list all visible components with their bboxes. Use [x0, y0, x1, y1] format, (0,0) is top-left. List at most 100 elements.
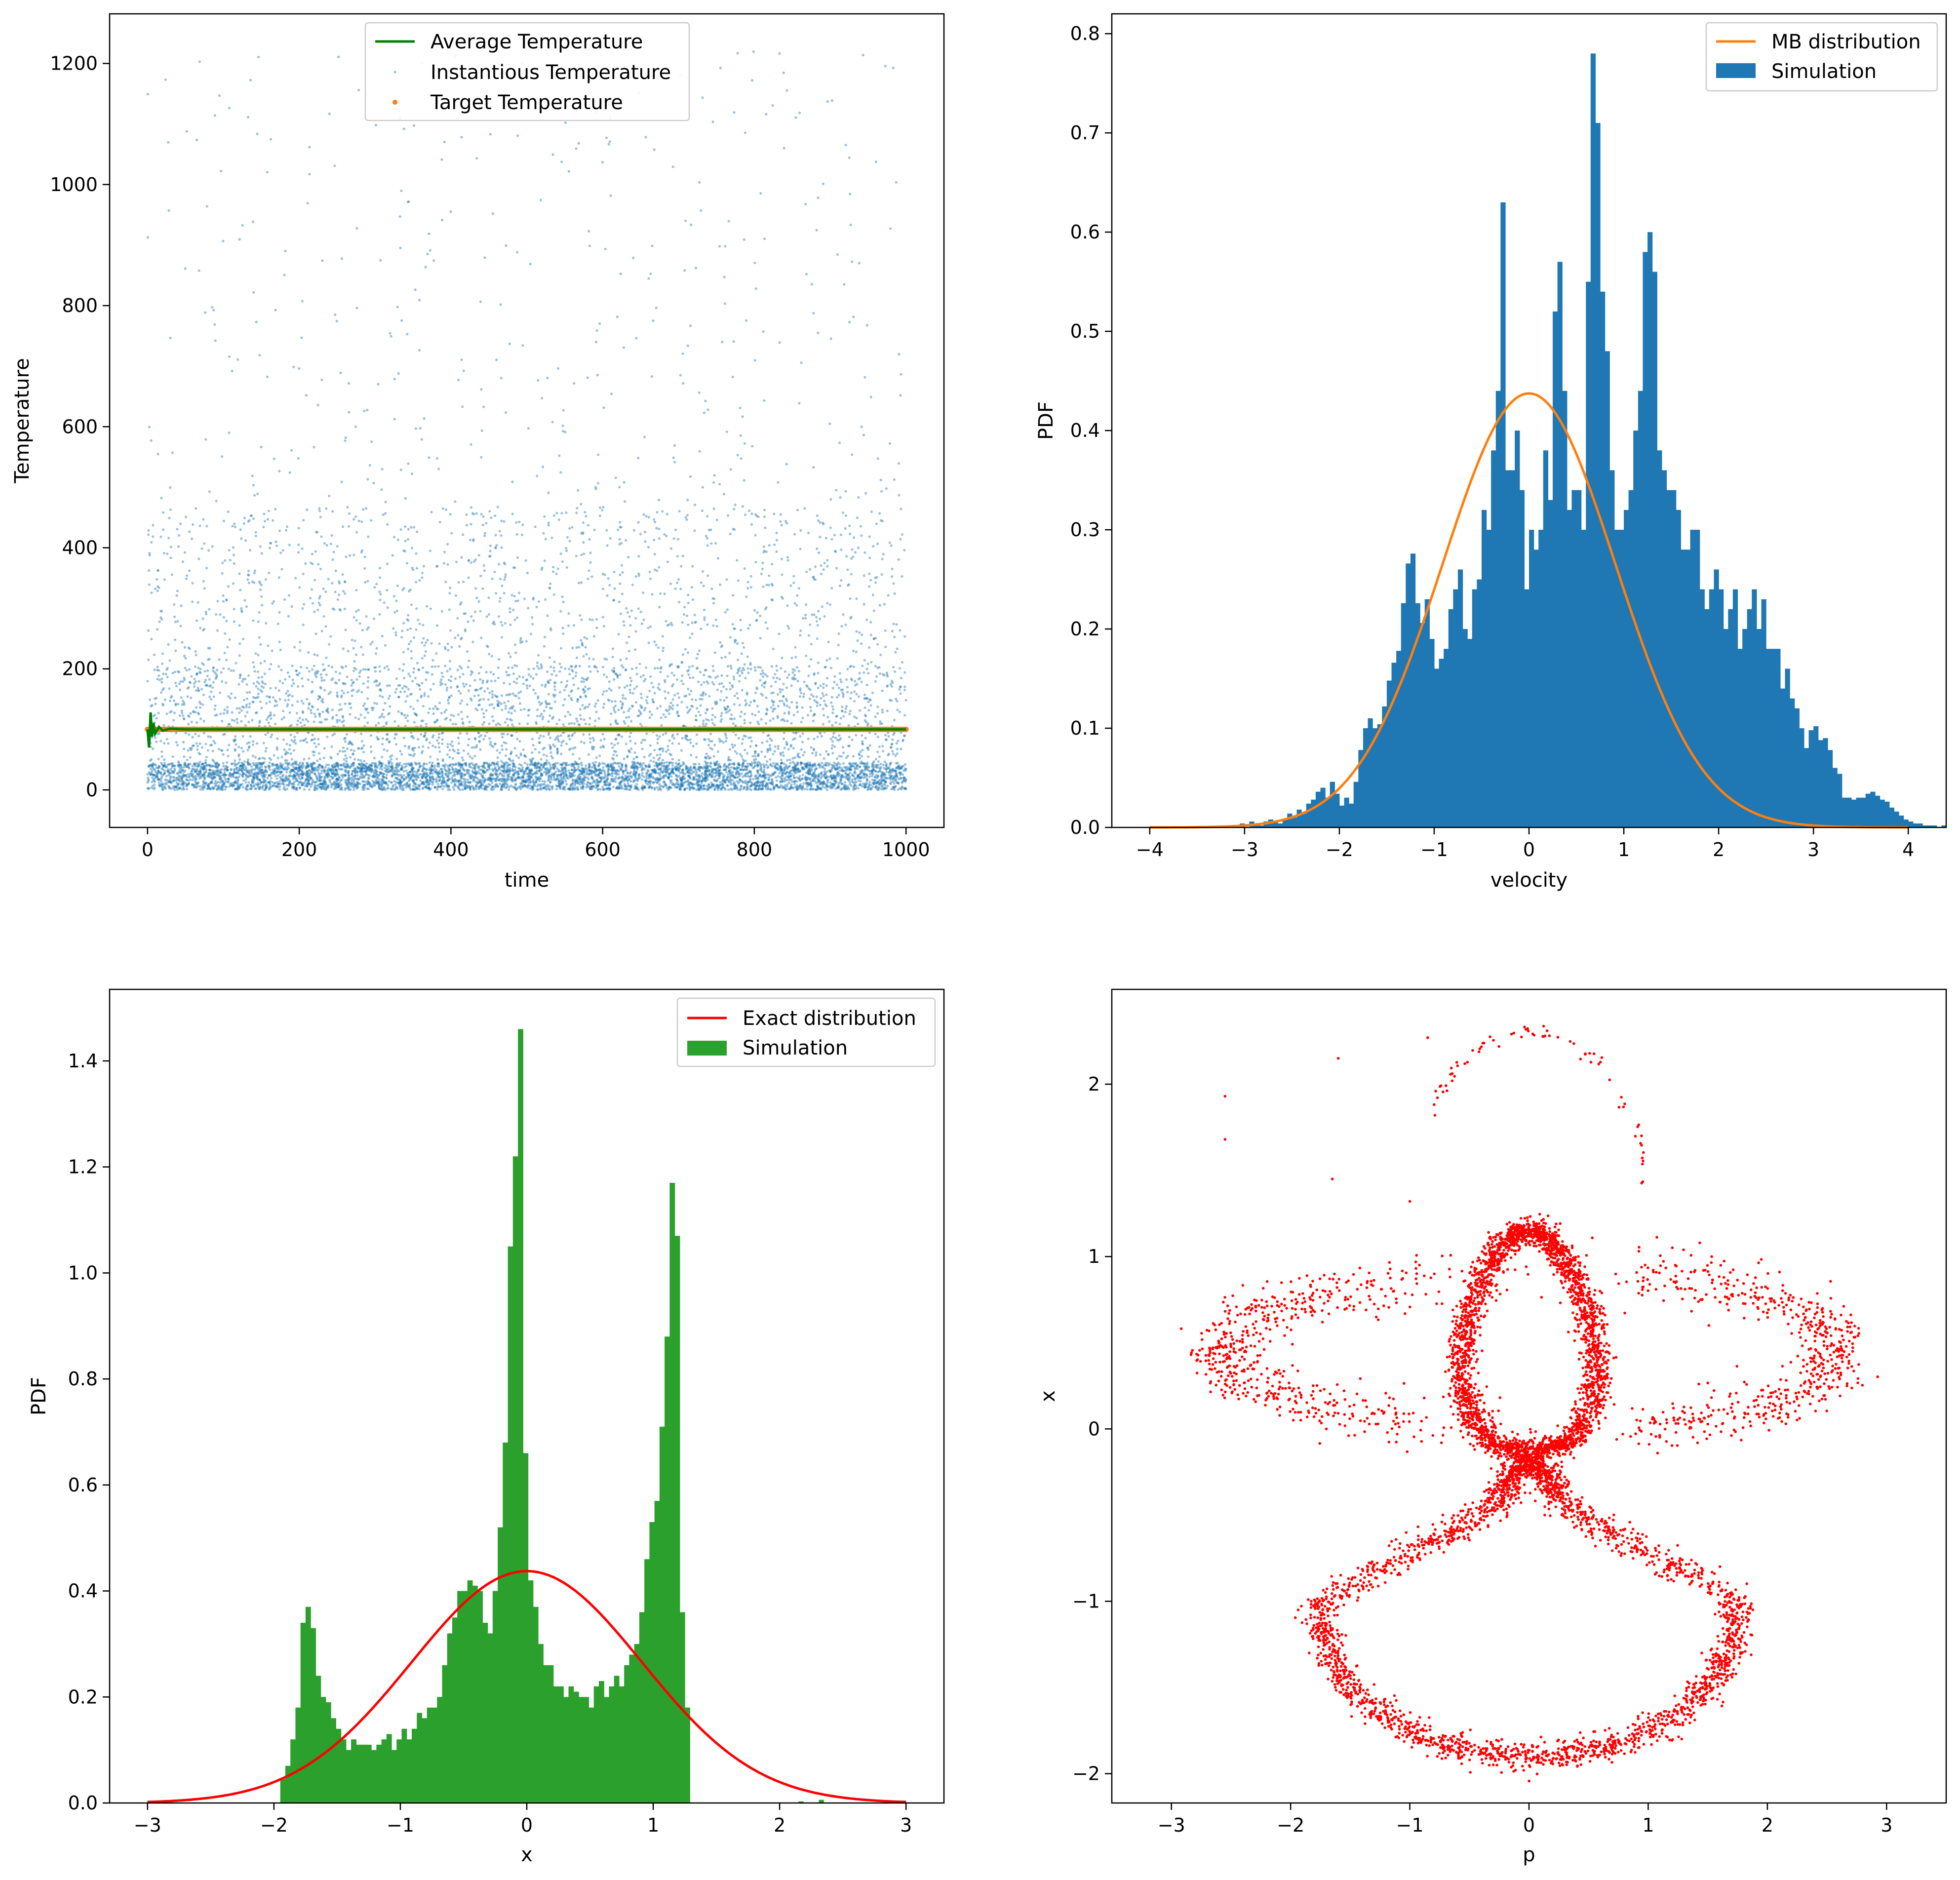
instantaneous-temperature-point	[795, 701, 798, 705]
instantaneous-temperature-point	[497, 676, 500, 679]
instantaneous-temperature-point	[650, 713, 653, 716]
instantaneous-temperature-point	[403, 762, 406, 766]
instantaneous-temperature-point	[781, 597, 784, 600]
instantaneous-temperature-point	[541, 684, 544, 687]
instantaneous-temperature-point	[848, 712, 851, 715]
instantaneous-temperature-point	[367, 787, 370, 790]
instantaneous-temperature-point	[279, 778, 282, 781]
instantaneous-temperature-point	[492, 719, 495, 722]
instantaneous-temperature-point	[457, 689, 460, 693]
instantaneous-temperature-point	[365, 708, 368, 711]
instantaneous-temperature-point	[806, 714, 809, 717]
instantaneous-temperature-point	[514, 651, 517, 654]
instantaneous-temperature-point	[711, 597, 714, 600]
instantaneous-temperature-point	[324, 782, 327, 785]
instantaneous-temperature-point	[464, 783, 467, 786]
instantaneous-temperature-point	[739, 406, 742, 409]
instantaneous-temperature-point	[246, 783, 249, 787]
instantaneous-temperature-point	[578, 763, 581, 766]
instantaneous-temperature-point	[220, 771, 223, 774]
instantaneous-temperature-point	[498, 658, 501, 661]
instantaneous-temperature-point	[469, 787, 472, 790]
instantaneous-temperature-point	[773, 750, 776, 753]
instantaneous-temperature-point	[447, 649, 450, 652]
instantaneous-temperature-point	[513, 643, 517, 646]
instantaneous-temperature-point	[410, 770, 413, 773]
instantaneous-temperature-point	[241, 750, 245, 753]
instantaneous-temperature-point	[579, 707, 582, 711]
instantaneous-temperature-point	[659, 753, 662, 756]
instantaneous-temperature-point	[811, 613, 814, 616]
instantaneous-temperature-point	[473, 610, 477, 614]
instantaneous-temperature-point	[288, 675, 291, 678]
instantaneous-temperature-point	[175, 594, 178, 597]
instantaneous-temperature-point	[669, 786, 672, 789]
instantaneous-temperature-point	[880, 774, 883, 777]
instantaneous-temperature-point	[898, 688, 901, 691]
instantaneous-temperature-point	[708, 695, 711, 698]
instantaneous-temperature-point	[223, 559, 227, 562]
instantaneous-temperature-point	[467, 620, 470, 623]
instantaneous-temperature-point	[536, 785, 539, 788]
instantaneous-temperature-point	[197, 770, 200, 773]
instantaneous-temperature-point	[644, 666, 648, 669]
instantaneous-temperature-point	[583, 771, 586, 774]
instantaneous-temperature-point	[255, 742, 258, 745]
instantaneous-temperature-point	[474, 587, 477, 590]
instantaneous-temperature-point	[582, 733, 585, 736]
instantaneous-temperature-point	[226, 748, 229, 751]
instantaneous-temperature-point	[656, 765, 659, 768]
instantaneous-temperature-point	[775, 550, 778, 553]
instantaneous-temperature-point	[844, 783, 847, 786]
instantaneous-temperature-point	[703, 616, 706, 619]
instantaneous-temperature-point	[387, 668, 390, 671]
instantaneous-temperature-point	[753, 760, 756, 763]
instantaneous-temperature-point	[251, 718, 254, 722]
instantaneous-temperature-point	[317, 563, 320, 566]
instantaneous-temperature-point	[676, 710, 679, 713]
instantaneous-temperature-point	[825, 693, 828, 696]
instantaneous-temperature-point	[817, 763, 820, 767]
instantaneous-temperature-point	[749, 586, 752, 588]
instantaneous-temperature-point	[625, 788, 628, 791]
instantaneous-temperature-point	[350, 684, 353, 687]
instantaneous-temperature-point	[487, 613, 490, 616]
instantaneous-temperature-point	[698, 649, 701, 652]
instantaneous-temperature-point	[619, 659, 622, 662]
instantaneous-temperature-point	[831, 783, 834, 786]
instantaneous-temperature-point	[222, 753, 225, 756]
instantaneous-temperature-point	[238, 572, 241, 575]
instantaneous-temperature-point	[759, 614, 762, 618]
instantaneous-temperature-point	[730, 717, 733, 721]
instantaneous-temperature-point	[240, 607, 243, 610]
instantaneous-temperature-point	[764, 722, 768, 725]
instantaneous-temperature-point	[382, 773, 385, 776]
instantaneous-temperature-point	[334, 313, 337, 316]
instantaneous-temperature-point	[668, 705, 671, 708]
instantaneous-temperature-point	[260, 706, 263, 709]
instantaneous-temperature-point	[363, 702, 366, 705]
instantaneous-temperature-point	[859, 677, 862, 680]
instantaneous-temperature-point	[461, 773, 464, 776]
instantaneous-temperature-point	[188, 569, 191, 572]
instantaneous-temperature-point	[371, 641, 374, 644]
instantaneous-temperature-point	[245, 705, 248, 708]
instantaneous-temperature-point	[350, 779, 353, 782]
instantaneous-temperature-point	[155, 740, 158, 744]
instantaneous-temperature-point	[593, 705, 596, 708]
instantaneous-temperature-point	[698, 391, 701, 394]
instantaneous-temperature-point	[314, 781, 316, 784]
instantaneous-temperature-point	[821, 782, 824, 785]
instantaneous-temperature-point	[544, 598, 547, 601]
instantaneous-temperature-point	[429, 249, 431, 252]
instantaneous-temperature-point	[199, 671, 202, 674]
instantaneous-temperature-point	[740, 784, 743, 787]
instantaneous-temperature-point	[565, 566, 568, 569]
instantaneous-temperature-point	[365, 762, 368, 765]
instantaneous-temperature-point	[409, 753, 413, 757]
instantaneous-temperature-point	[555, 787, 558, 790]
instantaneous-temperature-point	[341, 689, 344, 692]
instantaneous-temperature-point	[858, 695, 861, 698]
instantaneous-temperature-point	[570, 722, 573, 725]
instantaneous-temperature-point	[364, 770, 367, 773]
